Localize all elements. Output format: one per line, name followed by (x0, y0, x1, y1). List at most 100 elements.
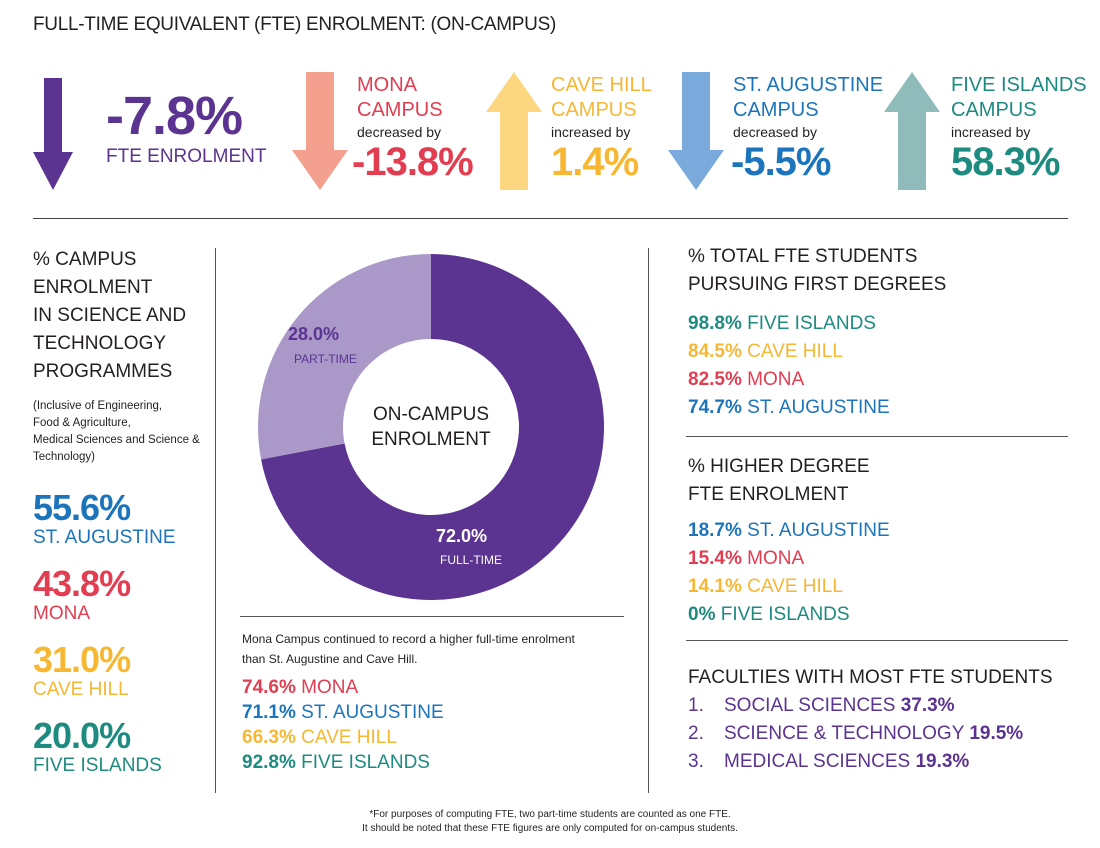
header-divider (33, 218, 1068, 219)
item-label: CAVE HILL (747, 341, 843, 362)
item-value: 74.6% (242, 677, 296, 698)
list-item: 66.3% CAVE HILL (242, 725, 444, 750)
donut-center-label: ENROLMENT (371, 429, 491, 450)
item-label: MEDICAL SCIENCES (724, 751, 911, 772)
list-item: 71.1% ST. AUGUSTINE (242, 700, 444, 725)
first-degrees-list: 98.8% FIVE ISLANDS 84.5% CAVE HILL 82.5%… (688, 310, 890, 422)
science-note: (Inclusive of Engineering, Food & Agricu… (33, 398, 213, 466)
item-label: MONA (301, 677, 359, 698)
heading-line: % HIGHER DEGREE (688, 456, 870, 477)
list-item: 84.5% CAVE HILL (688, 338, 890, 366)
five-islands-campus-name-2: CAMPUS (951, 99, 1037, 121)
item-value: 18.7% (688, 520, 742, 541)
fulltime-list: 74.6% MONA 71.1% ST. AUGUSTINE 66.3% CAV… (242, 675, 444, 775)
item-label: SOCIAL SCIENCES (724, 695, 896, 716)
overall-fte-value: -7.8% (106, 86, 243, 146)
item-value: 92.8% (242, 752, 296, 773)
down-arrow-icon (292, 72, 348, 190)
item-label: ST. AUGUSTINE (747, 520, 890, 541)
down-arrow-icon (668, 72, 724, 190)
science-item-five-islands: 20.0% FIVE ISLANDS (33, 717, 162, 777)
science-value: 31.0% (33, 639, 131, 680)
page-title: FULL-TIME EQUIVALENT (FTE) ENROLMENT: (O… (33, 14, 556, 35)
mona-campus-name-2: CAMPUS (357, 99, 443, 121)
faculties-list: 1. SOCIAL SCIENCES 37.3% 2. SCIENCE & TECH… (688, 692, 1023, 776)
science-label: FIVE ISLANDS (33, 755, 162, 776)
faculties-heading: FACULTIES WITH MOST FTE STUDENTS (688, 667, 1053, 688)
item-number: 3. (688, 751, 704, 772)
item-number: 2. (688, 723, 704, 744)
item-label: ST. AUGUSTINE (301, 702, 444, 723)
list-item: 82.5% MONA (688, 366, 890, 394)
item-label: FIVE ISLANDS (301, 752, 430, 773)
science-value: 55.6% (33, 487, 131, 528)
cave-hill-change-value: 1.4% (551, 140, 639, 184)
science-label: CAVE HILL (33, 679, 129, 700)
down-arrow-icon (33, 78, 73, 190)
heading-line: PROGRAMMES (33, 361, 173, 382)
item-label: ST. AUGUSTINE (747, 397, 890, 418)
item-value: 66.3% (242, 727, 296, 748)
item-label: CAVE HILL (747, 576, 843, 597)
item-value: 74.7% (688, 397, 742, 418)
list-item: 14.1% CAVE HILL (688, 573, 890, 601)
science-item-st-augustine: 55.6% ST. AUGUSTINE (33, 489, 176, 549)
fulltime-note: Mona Campus continued to record a higher… (242, 629, 575, 669)
list-item: 98.8% FIVE ISLANDS (688, 310, 890, 338)
cave-hill-campus-name: CAVE HILL (551, 74, 652, 96)
item-value: 98.8% (688, 313, 742, 334)
note-line: Mona Campus continued to record a higher… (242, 632, 575, 646)
full-time-name-label: FULL-TIME (440, 553, 502, 567)
heading-line: TECHNOLOGY (33, 333, 167, 354)
science-label: MONA (33, 603, 90, 624)
mona-campus-name: MONA (357, 74, 417, 96)
item-value: 0% (688, 604, 716, 625)
up-arrow-icon (884, 72, 940, 190)
item-value: 14.1% (688, 576, 742, 597)
list-item: 92.8% FIVE ISLANDS (242, 750, 444, 775)
heading-line: ENROLMENT (33, 277, 153, 298)
list-item: 3. MEDICAL SCIENCES 19.3% (688, 748, 1023, 776)
donut-slice-full-time (261, 254, 604, 600)
list-item: 1. SOCIAL SCIENCES 37.3% (688, 692, 1023, 720)
column-divider (648, 248, 649, 793)
up-arrow-icon (486, 72, 542, 190)
heading-line: PURSUING FIRST DEGREES (688, 274, 947, 295)
item-label: CAVE HILL (301, 727, 397, 748)
note-line: Medical Sciences and Science & (33, 434, 200, 446)
note-line: Food & Agriculture, (33, 417, 131, 429)
item-label: MONA (747, 548, 805, 569)
list-item: 15.4% MONA (688, 545, 890, 573)
st-augustine-change-value: -5.5% (731, 140, 831, 184)
five-islands-change-text: increased by (951, 124, 1031, 140)
footnote: *For purposes of computing FTE, two part… (250, 808, 850, 836)
item-value: 37.3% (900, 695, 955, 716)
cave-hill-campus-name-2: CAMPUS (551, 99, 637, 121)
st-augustine-campus-name: ST. AUGUSTINE (733, 74, 884, 96)
overall-fte-label: FTE ENROLMENT (106, 146, 267, 167)
list-item: 74.6% MONA (242, 675, 444, 700)
heading-line: FTE ENROLMENT (688, 484, 849, 505)
part-time-value-label: 28.0% (288, 324, 339, 344)
st-augustine-change-text: decreased by (733, 124, 818, 140)
science-value: 43.8% (33, 563, 131, 604)
science-value: 20.0% (33, 715, 131, 756)
donut-slice-part-time (258, 254, 431, 460)
item-value: 15.4% (688, 548, 742, 569)
list-item: 18.7% ST. AUGUSTINE (688, 517, 890, 545)
heading-line: % CAMPUS (33, 249, 137, 270)
item-label: SCIENCE & TECHNOLOGY (724, 723, 965, 744)
column-divider (215, 248, 216, 793)
list-item: 74.7% ST. AUGUSTINE (688, 394, 890, 422)
cave-hill-change-text: increased by (551, 124, 631, 140)
science-heading: % CAMPUS ENROLMENT IN SCIENCE AND TECHNO… (33, 246, 208, 386)
five-islands-change-value: 58.3% (951, 140, 1060, 184)
item-value: 19.3% (915, 751, 970, 772)
science-item-mona: 43.8% MONA (33, 563, 131, 625)
enrolment-donut-chart: ON-CAMPUS ENROLMENT 28.0% PART-TIME 72.0… (258, 254, 604, 600)
item-value: 19.5% (969, 723, 1024, 744)
note-line: (Inclusive of Engineering, (33, 400, 163, 412)
item-value: 84.5% (688, 341, 742, 362)
item-label: FIVE ISLANDS (747, 313, 876, 334)
item-value: 71.1% (242, 702, 296, 723)
